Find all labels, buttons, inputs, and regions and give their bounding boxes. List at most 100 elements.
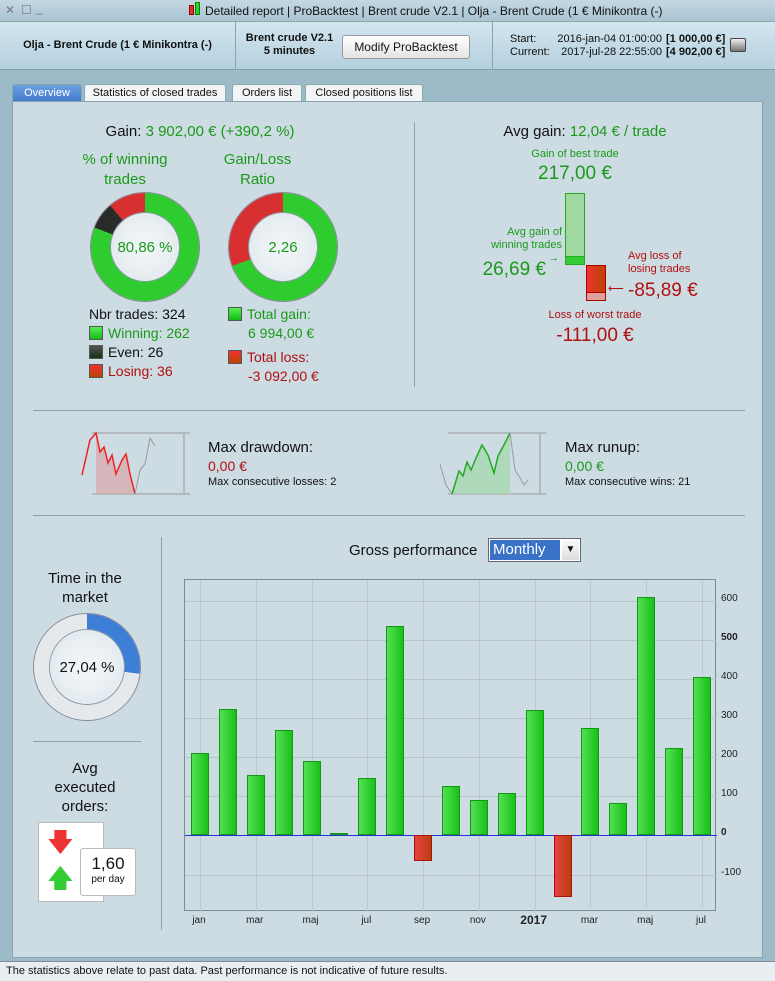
orders-per-day-value: 1,60: [91, 854, 125, 873]
x-tick-label: mar: [580, 915, 599, 926]
ratio-title-line: Gain/Loss: [223, 151, 292, 168]
tab-overview[interactable]: Overview: [12, 84, 82, 102]
max-drawdown-label: Max drawdown:: [208, 439, 314, 456]
bar-maj: [637, 596, 656, 836]
time-in-market-title: Time in the market: [25, 569, 145, 607]
gain-summary: Gain: 3 902,00 € (+390,2 %): [40, 123, 360, 140]
gridline: [367, 580, 369, 912]
bar-maj: [302, 761, 321, 836]
divider: [33, 410, 745, 411]
total-loss-icon: [228, 350, 242, 364]
bar-apr: [274, 730, 293, 836]
chevron-down-icon[interactable]: ▼: [562, 540, 579, 560]
gridline: [255, 580, 257, 912]
gridline: [185, 835, 717, 837]
candlestick-icon: [189, 5, 194, 15]
y-tick-label: 0: [721, 827, 727, 839]
arrow-left-icon: ⟵: [608, 283, 624, 295]
nbr-trades: Nbr trades: 324: [89, 306, 186, 322]
report-header: Olja - Brent Crude (1 € Minikontra (-) B…: [0, 22, 775, 70]
print-icon[interactable]: [730, 38, 746, 52]
winning-count: Winning: 262: [108, 325, 190, 341]
y-tick-label: 500: [721, 632, 738, 644]
gridline: [185, 640, 717, 642]
strategy-info: Brent crude V2.1 5 minutes: [242, 32, 337, 58]
gain-loss-ratio-donut: 2,26: [229, 193, 337, 301]
tab-statistics-closed-trades[interactable]: Statistics of closed trades: [84, 84, 226, 102]
bar-jan-2017: [525, 709, 544, 836]
bar-jun: [665, 748, 684, 836]
avg-win-label: Avg gain of winning trades: [470, 226, 562, 252]
bar-dec: [497, 793, 516, 836]
bar-mar: [581, 727, 600, 836]
modify-probacktest-button[interactable]: Modify ProBacktest: [342, 35, 470, 59]
divider: [161, 537, 162, 930]
period-select[interactable]: Monthly ▼: [488, 538, 581, 562]
tab-orders-list[interactable]: Orders list: [232, 84, 302, 102]
gridline: [311, 580, 313, 912]
minimize-icon[interactable]: _: [36, 1, 43, 15]
gross-performance-chart: [184, 579, 717, 912]
gridline: [185, 757, 717, 759]
total-gain-value: 6 994,00 €: [248, 325, 315, 341]
window-title: Detailed report | ProBacktest | Brent cr…: [205, 4, 663, 18]
gridline: [200, 580, 201, 912]
divider: [492, 22, 493, 70]
bar-aug: [386, 626, 405, 836]
avg-orders-title: Avg executed orders:: [25, 759, 145, 816]
time-in-market-value: 27,04 %: [50, 630, 124, 704]
winning-title: % of winning trades: [70, 150, 180, 190]
winning-trades-donut: 80,86 %: [91, 193, 199, 301]
avg-loss-label-line: Avg loss of: [628, 250, 682, 262]
gridline: [185, 679, 717, 681]
total-gain-label: Total gain:: [247, 306, 311, 322]
current-date: 2017-jul-28 22:55:00: [561, 46, 662, 58]
avg-win-value: 26,69 €: [482, 259, 546, 280]
losing-legend-icon: [89, 364, 103, 378]
gain-loss-totals: Total gain: 6 994,00 € Total loss: -3 09…: [228, 305, 319, 386]
winning-title-line: % of winning: [82, 151, 168, 168]
bar-feb: [218, 708, 237, 836]
gridline: [185, 601, 717, 603]
avg-win-label-line: Avg gain of: [507, 226, 562, 238]
instrument-name: Olja - Brent Crude (1 € Minikontra (-): [23, 39, 212, 51]
tab-closed-positions-list[interactable]: Closed positions list: [305, 84, 423, 102]
time-in-market-donut: 27,04 %: [34, 614, 140, 720]
losing-count: Losing: 36: [108, 363, 173, 379]
gain-value: 3 902,00 € (+390,2 %): [145, 123, 295, 140]
bar-jul: [693, 676, 711, 836]
y-axis: 600 500 400 300 200 100 0 -100: [716, 579, 766, 911]
title-line: Time in the: [48, 570, 122, 587]
gain-label: Gain:: [105, 123, 142, 140]
bar-jun: [330, 832, 349, 836]
gridline: [423, 580, 425, 912]
close-icon[interactable]: ✕: [5, 3, 16, 17]
title-line: Avg: [72, 760, 98, 777]
best-trade-bar: [565, 193, 585, 265]
maximize-icon[interactable]: ☐: [21, 3, 32, 17]
bar-mar: [246, 775, 265, 836]
gridline: [185, 874, 717, 876]
winning-legend-icon: [89, 326, 103, 340]
avg-gain-bar: [565, 256, 585, 265]
y-tick-label: 400: [721, 671, 738, 683]
ratio-title: Gain/Loss Ratio: [205, 150, 310, 190]
total-loss-value: -3 092,00 €: [248, 368, 319, 384]
bar-jul: [358, 778, 377, 836]
avg-gain: Avg gain: 12,04 € / trade: [440, 123, 730, 140]
avg-loss-label: Avg loss of losing trades: [628, 250, 690, 276]
period-info: Start: 2016-jan-04 01:00:00 [1 000,00 €] C…: [510, 33, 725, 59]
x-tick-label: 2017: [520, 913, 547, 927]
winning-title-line: trades: [104, 171, 146, 188]
x-tick-label: jan: [192, 915, 206, 926]
bar-nov: [469, 799, 488, 836]
orders-per-day-unit: per day: [91, 874, 125, 885]
period-selected-value: Monthly: [490, 540, 560, 560]
divider: [235, 22, 236, 70]
gridline: [185, 718, 717, 720]
x-axis: jan mar maj jul sep nov 2017 mar maj jul: [184, 912, 716, 932]
y-tick-label: 600: [721, 593, 738, 605]
drawdown-sparkline-icon: [81, 431, 190, 495]
max-consecutive-losses: Max consecutive losses: 2: [208, 476, 337, 488]
x-tick-label: mar: [246, 915, 264, 926]
